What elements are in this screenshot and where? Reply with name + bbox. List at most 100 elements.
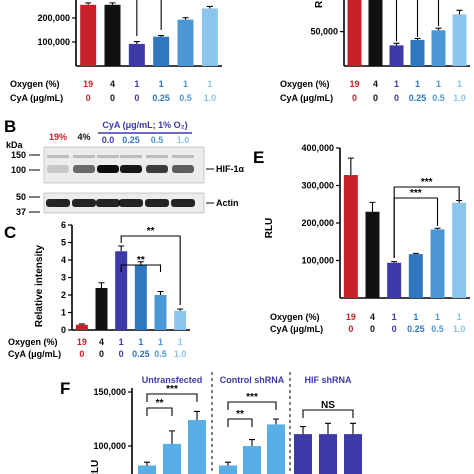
y-tick-label-F: 150,000 [93, 387, 126, 397]
error-bar-A-3 [158, 34, 165, 37]
oxygen-value: 19 [83, 79, 93, 89]
hif-band [172, 165, 194, 173]
actin-band [96, 199, 120, 207]
y-tick-label-E: 300,000 [301, 181, 334, 191]
error-bar-C-2 [118, 245, 125, 252]
bar-A-1 [104, 4, 121, 67]
panel-label-B: B [4, 117, 16, 136]
error-bar-E-3 [412, 252, 419, 255]
panel-label-F: F [60, 379, 70, 398]
cya-row-label: CyA (μg/mL) [280, 93, 333, 103]
bar-F-8 [344, 434, 362, 474]
y-tick-label-E: 100,000 [301, 256, 334, 266]
error-bar-F-7 [325, 422, 331, 435]
actin-band [171, 199, 195, 207]
bar-F-0 [138, 465, 156, 474]
cya-value: 0.5 [179, 93, 192, 103]
oxygen-value: 1 [392, 312, 397, 322]
bar-C-5 [174, 310, 187, 330]
y-axis-label-D-cropped: R [314, 0, 325, 8]
band-label-hif: HIF-1α [216, 164, 245, 174]
significance-label-F: *** [166, 384, 178, 395]
oxygen-value: 1 [138, 337, 143, 347]
cya-value: 0 [352, 93, 357, 103]
bar-D-1 [368, 0, 383, 66]
oxygen-value: 19 [346, 312, 356, 322]
cya-lane-label: 0.25 [122, 135, 140, 145]
cya-value: 0 [370, 324, 375, 334]
bar-F-7 [319, 434, 337, 474]
error-bar-C-4 [157, 290, 164, 295]
cya-value: 0 [394, 93, 399, 103]
actin-band [145, 199, 169, 207]
bar-F-2 [188, 420, 206, 474]
cya-row-label: CyA (μg/mL) [8, 349, 61, 359]
oxygen-value: 19 [77, 337, 87, 347]
bar-F-3 [219, 465, 237, 474]
hif-band-upper [97, 155, 119, 158]
bar-E-1 [365, 211, 380, 298]
y-tick-label-C: 0 [61, 325, 66, 335]
oxygen-value: 1 [158, 337, 163, 347]
actin-band [119, 199, 143, 207]
bar-D-4 [431, 30, 446, 66]
cya-value: 0 [99, 349, 104, 359]
error-bar-D-2 [393, 42, 400, 46]
significance-bracket-F [227, 401, 277, 410]
y-tick-label-A: 100,000 [37, 37, 70, 47]
oxygen-value: 4 [110, 79, 115, 89]
y-axis-label-C: Relative intensity [34, 244, 45, 327]
oxygen-value: 19 [349, 79, 359, 89]
mw-marker-label: 150 [11, 150, 26, 160]
significance-label-F: ** [236, 409, 244, 420]
bar-F-4 [243, 446, 261, 474]
error-bar-F-5 [273, 418, 279, 425]
hif-band [73, 165, 95, 173]
oxygen-value: 1 [457, 312, 462, 322]
group-label-F: HIF shRNA [305, 375, 353, 385]
y-tick-label-C: 5 [61, 238, 66, 248]
error-bar-F-4 [249, 438, 255, 446]
bar-D-5 [452, 14, 467, 66]
cya-value: 0 [119, 349, 124, 359]
oxygen-value: 4 [370, 312, 375, 322]
hif-band [120, 165, 142, 173]
cya-value: 0 [373, 93, 378, 103]
bar-A-3 [153, 36, 170, 66]
actin-band [46, 199, 70, 207]
hif-band-upper [73, 155, 95, 158]
kda-label: kDa [6, 140, 24, 150]
y-tick-label-C: 3 [61, 273, 66, 283]
bar-F-1 [163, 443, 181, 474]
bar-F-5 [267, 424, 285, 474]
bar-E-3 [408, 254, 423, 298]
cya-value: 0 [134, 93, 139, 103]
oxygen-row-label: Oxygen (%) [10, 79, 60, 89]
y-tick-label-A: 200,000 [37, 13, 70, 23]
bar-C-4 [154, 295, 167, 330]
significance-label-C: ** [137, 255, 145, 266]
group-label-F: Control shRNA [220, 375, 285, 385]
oxygen-row-label: Oxygen (%) [280, 79, 330, 89]
cya-value: 0.5 [432, 93, 445, 103]
oxygen-value: 1 [178, 337, 183, 347]
error-bar-F-6 [300, 426, 306, 435]
cya-value: 0.5 [431, 324, 444, 334]
oxygen-value: 4 [99, 337, 104, 347]
oxygen-row-label: Oxygen (%) [8, 337, 58, 347]
significance-label-E: *** [421, 177, 433, 188]
error-bar-E-1 [369, 201, 376, 212]
cya-value: 1.0 [204, 93, 217, 103]
y-tick-label-E: 200,000 [301, 218, 334, 228]
oxygen-value: 1 [183, 79, 188, 89]
hif-band [47, 165, 69, 173]
significance-bracket-F [302, 409, 354, 418]
lane-label-4: 4% [77, 132, 90, 142]
bar-A-4 [177, 19, 194, 66]
oxygen-value: 1 [134, 79, 139, 89]
hif-band-upper [120, 155, 142, 158]
panel-label-E: E [253, 148, 264, 167]
y-tick-label-C: 1 [61, 308, 66, 318]
cya-value: 0 [348, 324, 353, 334]
